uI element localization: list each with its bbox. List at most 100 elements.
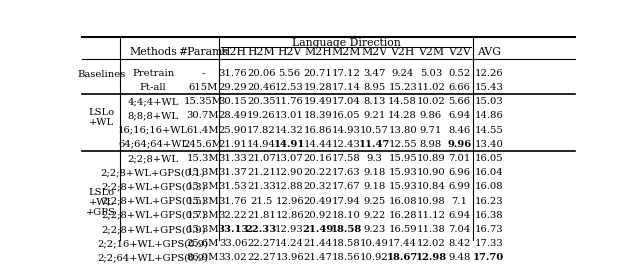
Text: 10.90: 10.90 xyxy=(417,168,445,177)
Text: 9.22: 9.22 xyxy=(364,211,385,220)
Text: 15.35M: 15.35M xyxy=(183,97,222,106)
Text: 31.53: 31.53 xyxy=(219,182,248,191)
Text: M2M: M2M xyxy=(332,47,361,57)
Text: 615M: 615M xyxy=(188,83,218,92)
Text: 18.39: 18.39 xyxy=(303,111,332,121)
Text: 15.3M: 15.3M xyxy=(186,211,219,220)
Text: 33.13: 33.13 xyxy=(217,225,249,234)
Text: 12.55: 12.55 xyxy=(388,140,417,149)
Text: 15.3M: 15.3M xyxy=(186,182,219,191)
Text: 9.48: 9.48 xyxy=(448,253,470,262)
Text: 6.96: 6.96 xyxy=(448,168,470,177)
Text: LSLo
+WL
+GPS: LSLo +WL +GPS xyxy=(86,188,116,217)
Text: 15.03: 15.03 xyxy=(474,97,503,106)
Text: 19.28: 19.28 xyxy=(303,83,332,92)
Text: 15.3M: 15.3M xyxy=(186,225,219,234)
Text: 2;2;8+WL: 2;2;8+WL xyxy=(127,154,179,163)
Text: 15.3M: 15.3M xyxy=(186,154,219,163)
Text: 31.76: 31.76 xyxy=(219,196,247,206)
Text: 5.56: 5.56 xyxy=(278,69,301,78)
Text: 12.98: 12.98 xyxy=(415,253,447,262)
Text: 5.03: 5.03 xyxy=(420,69,442,78)
Text: 20.16: 20.16 xyxy=(303,154,332,163)
Text: 16.08: 16.08 xyxy=(388,196,417,206)
Text: LSLo
+WL: LSLo +WL xyxy=(88,108,114,127)
Text: 21.91: 21.91 xyxy=(219,140,248,149)
Text: 14.32: 14.32 xyxy=(275,126,304,135)
Text: H2V: H2V xyxy=(277,47,301,57)
Text: M2V: M2V xyxy=(362,47,387,57)
Text: 28.49: 28.49 xyxy=(219,111,248,121)
Text: 20.32: 20.32 xyxy=(303,182,332,191)
Text: 6.66: 6.66 xyxy=(448,83,470,92)
Text: 20.71: 20.71 xyxy=(303,69,332,78)
Text: 29.29: 29.29 xyxy=(219,83,247,92)
Text: 3.47: 3.47 xyxy=(363,69,385,78)
Text: 30.7M: 30.7M xyxy=(186,111,219,121)
Text: 31.37: 31.37 xyxy=(219,168,248,177)
Text: 10.84: 10.84 xyxy=(417,182,445,191)
Text: 17.14: 17.14 xyxy=(332,83,360,92)
Text: 14.24: 14.24 xyxy=(275,239,304,248)
Text: 8.13: 8.13 xyxy=(363,97,385,106)
Text: Methods: Methods xyxy=(129,47,177,57)
Text: 21.81: 21.81 xyxy=(247,211,276,220)
Text: 9.96: 9.96 xyxy=(447,140,471,149)
Text: 2;2;16+WL+GPS(0.9): 2;2;16+WL+GPS(0.9) xyxy=(98,239,209,248)
Text: 18.10: 18.10 xyxy=(332,211,360,220)
Text: 21.44: 21.44 xyxy=(303,239,332,248)
Text: 8;8;8+WL: 8;8;8+WL xyxy=(127,111,179,121)
Text: 14.44: 14.44 xyxy=(303,140,332,149)
Text: 13.07: 13.07 xyxy=(275,154,304,163)
Text: 20.46: 20.46 xyxy=(247,83,276,92)
Text: 16.38: 16.38 xyxy=(474,211,503,220)
Text: H2M: H2M xyxy=(248,47,275,57)
Text: 19.26: 19.26 xyxy=(247,111,276,121)
Text: 16.23: 16.23 xyxy=(474,196,503,206)
Text: 10.92: 10.92 xyxy=(360,253,388,262)
Text: 2;2;8+WL+GPS(0.3): 2;2;8+WL+GPS(0.3) xyxy=(101,182,205,191)
Text: -: - xyxy=(201,69,204,78)
Text: 18.58: 18.58 xyxy=(330,225,362,234)
Text: 12.02: 12.02 xyxy=(417,239,445,248)
Text: 8.46: 8.46 xyxy=(448,126,470,135)
Text: 31.33: 31.33 xyxy=(219,154,248,163)
Text: 12.90: 12.90 xyxy=(275,168,304,177)
Text: 12.96: 12.96 xyxy=(275,196,304,206)
Text: 2;2;64+WL+GPS(0.9): 2;2;64+WL+GPS(0.9) xyxy=(98,253,209,262)
Text: 2;2;8+WL+GPS(0.7): 2;2;8+WL+GPS(0.7) xyxy=(101,211,205,220)
Text: 9.25: 9.25 xyxy=(364,196,385,206)
Text: 14.55: 14.55 xyxy=(474,126,503,135)
Text: 10.89: 10.89 xyxy=(417,154,445,163)
Text: Baselines: Baselines xyxy=(77,70,125,79)
Text: 2;2;8+WL+GPS(0.5): 2;2;8+WL+GPS(0.5) xyxy=(101,196,205,206)
Text: 11.12: 11.12 xyxy=(417,211,445,220)
Text: 15.93: 15.93 xyxy=(388,168,417,177)
Text: 14.93: 14.93 xyxy=(332,126,360,135)
Text: 12.43: 12.43 xyxy=(332,140,360,149)
Text: 15.43: 15.43 xyxy=(474,83,503,92)
Text: 20.35: 20.35 xyxy=(247,97,276,106)
Text: 6.94: 6.94 xyxy=(448,111,470,121)
Text: 17.44: 17.44 xyxy=(388,239,417,248)
Text: 2;2;8+WL+GPS(0.9): 2;2;8+WL+GPS(0.9) xyxy=(101,225,205,234)
Text: 9.71: 9.71 xyxy=(420,126,442,135)
Text: 8.95: 8.95 xyxy=(364,83,385,92)
Text: 10.57: 10.57 xyxy=(360,126,388,135)
Text: 33.06: 33.06 xyxy=(219,239,247,248)
Text: 18.56: 18.56 xyxy=(332,253,360,262)
Text: 21.49: 21.49 xyxy=(302,225,333,234)
Text: V2V: V2V xyxy=(448,47,470,57)
Text: 7.1: 7.1 xyxy=(451,196,467,206)
Text: 13.80: 13.80 xyxy=(388,126,417,135)
Text: V2H: V2H xyxy=(390,47,415,57)
Text: 13.40: 13.40 xyxy=(474,140,503,149)
Text: 13.01: 13.01 xyxy=(275,111,304,121)
Text: 6.94: 6.94 xyxy=(448,211,470,220)
Text: 33.02: 33.02 xyxy=(219,253,247,262)
Text: 20.49: 20.49 xyxy=(303,196,332,206)
Text: 9.21: 9.21 xyxy=(363,111,385,121)
Text: 12.53: 12.53 xyxy=(275,83,304,92)
Text: 6.99: 6.99 xyxy=(448,182,470,191)
Text: 12.86: 12.86 xyxy=(275,211,304,220)
